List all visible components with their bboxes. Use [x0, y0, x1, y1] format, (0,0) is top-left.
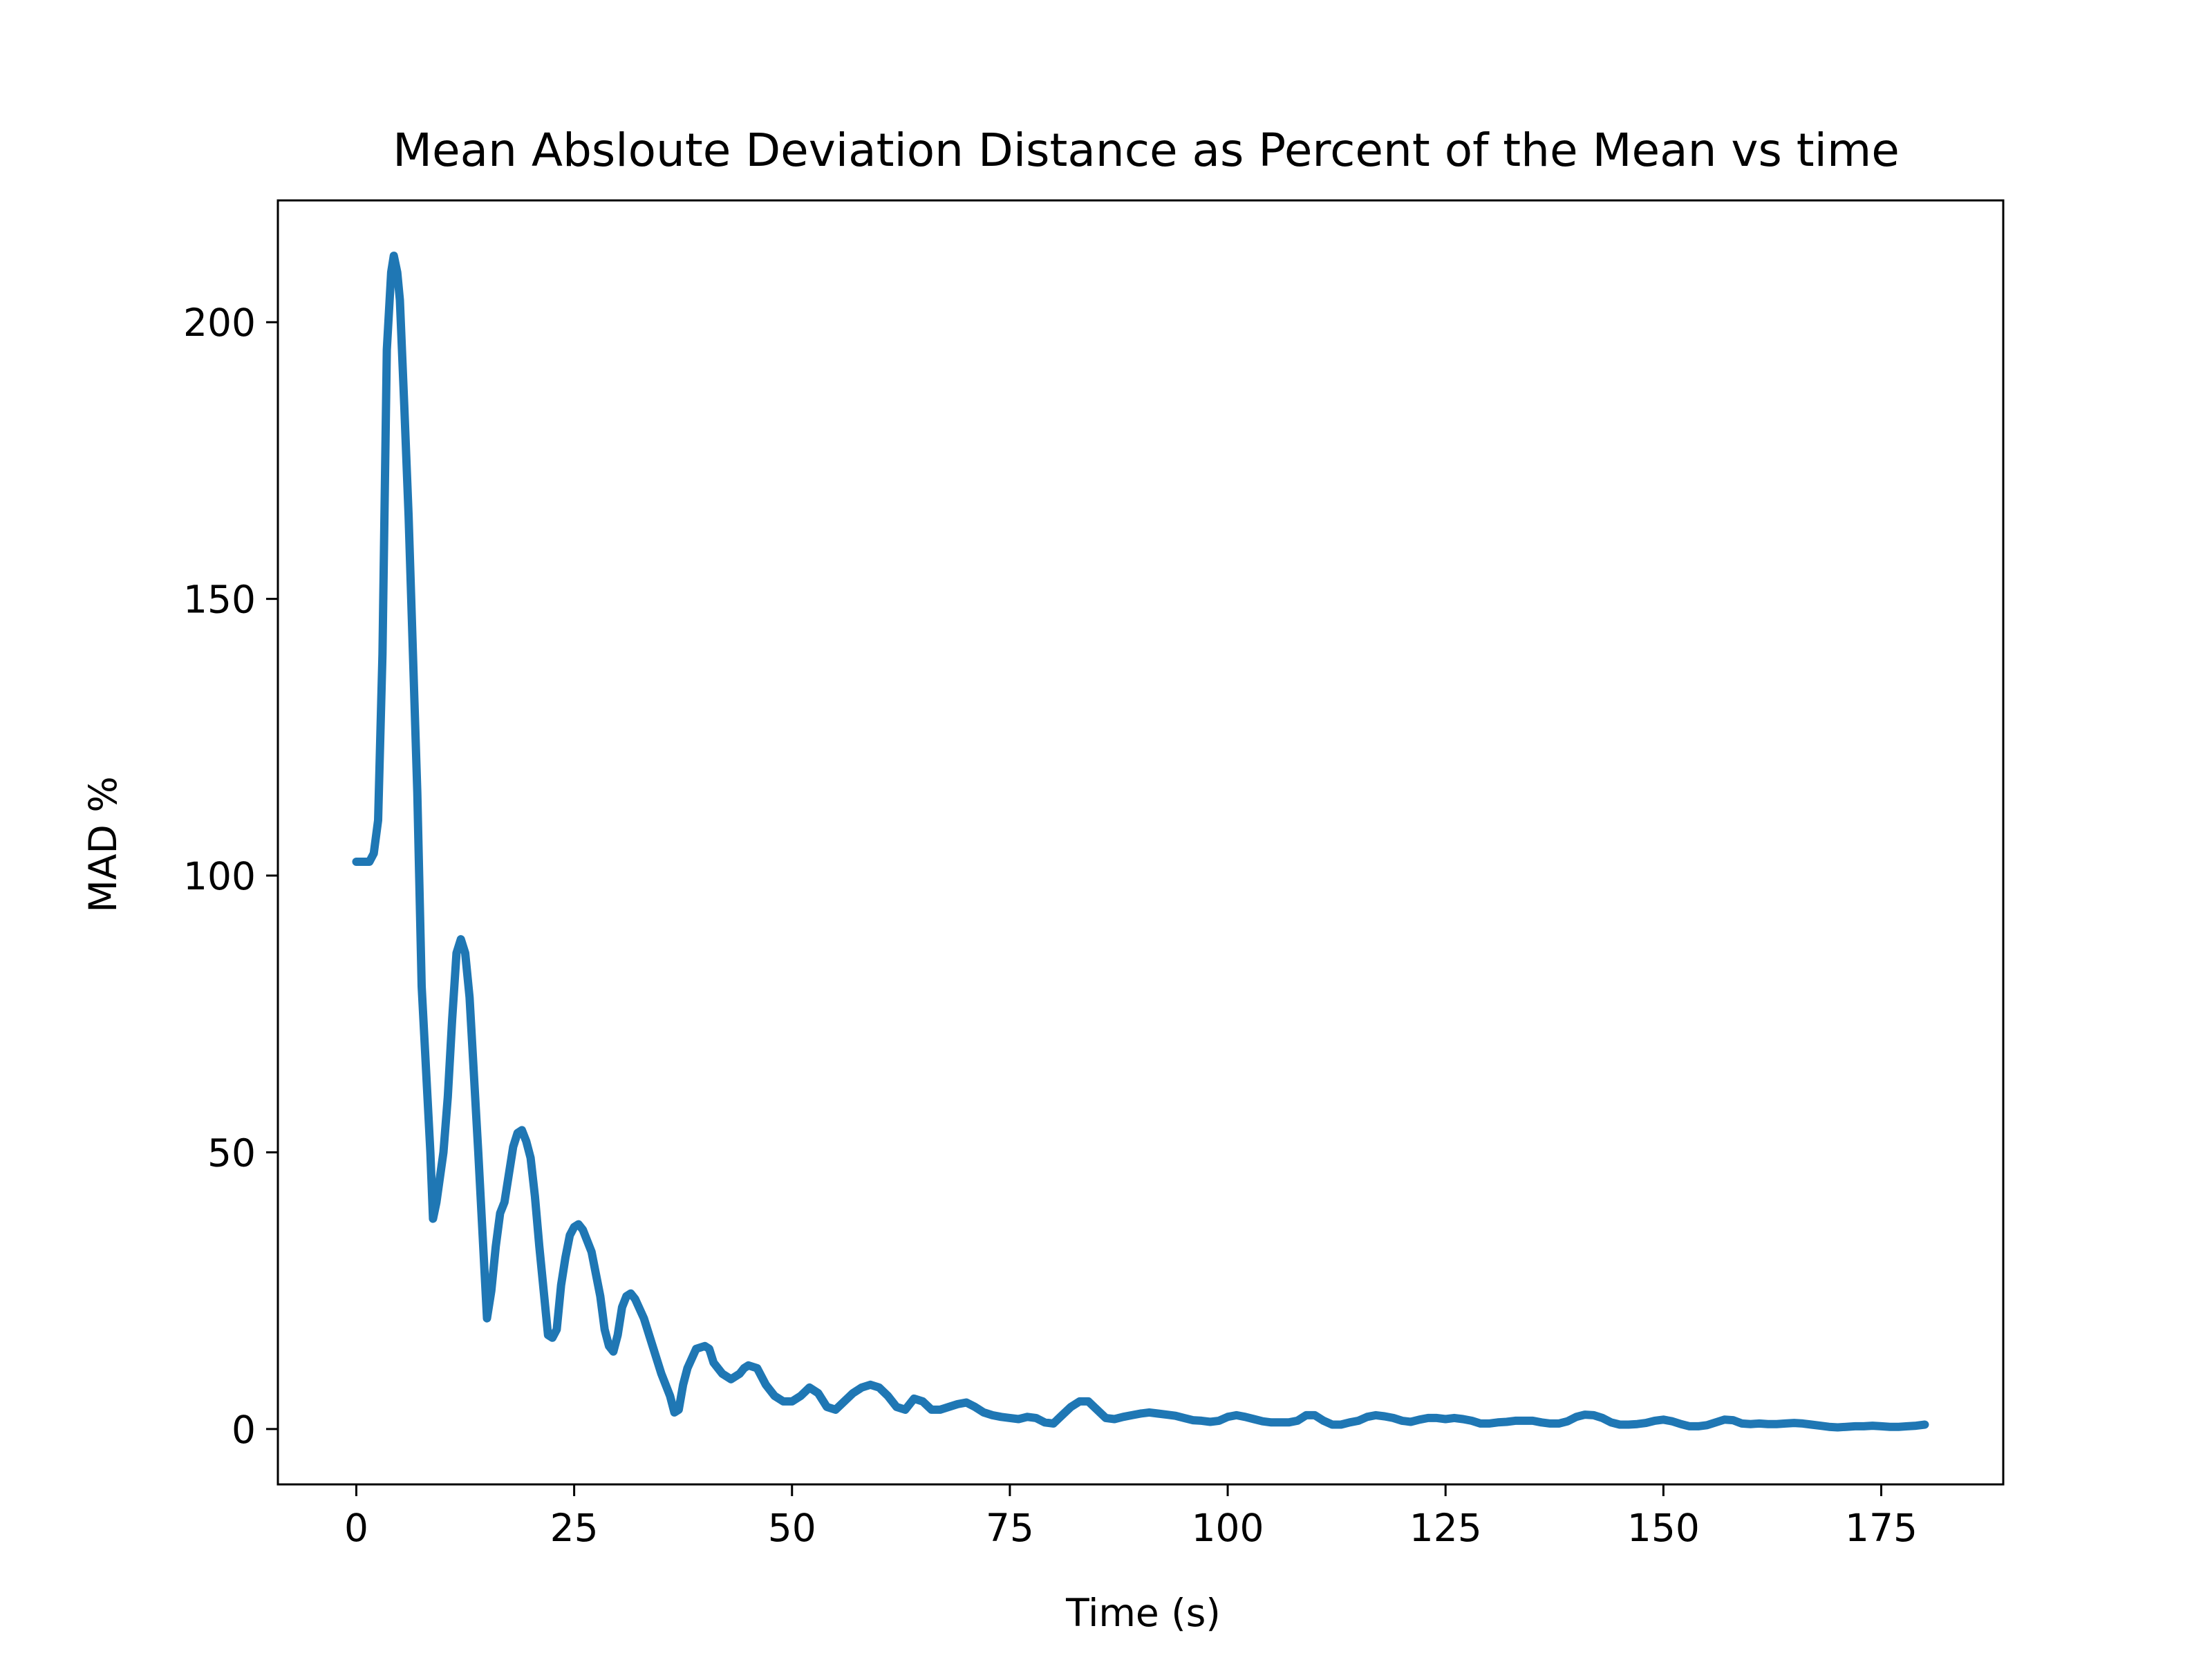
x-axis-ticks: 0 25 50 75 100 125 150 175: [344, 1484, 1918, 1550]
x-axis-label: Time (s): [1065, 1591, 1221, 1635]
plot-area: [352, 252, 1929, 1432]
x-tick-label: 175: [1845, 1506, 1918, 1550]
x-tick-label: 50: [768, 1506, 816, 1550]
y-tick-label: 0: [232, 1408, 256, 1452]
y-tick-label: 50: [207, 1131, 256, 1175]
y-axis-ticks: 0 50 100 150 200: [183, 301, 278, 1452]
x-tick-label: 100: [1192, 1506, 1264, 1550]
x-tick-label: 150: [1627, 1506, 1700, 1550]
y-axis-label: MAD %: [81, 776, 125, 912]
x-tick-label: 75: [986, 1506, 1034, 1550]
x-tick-label: 0: [344, 1506, 368, 1550]
y-tick-label: 200: [183, 301, 256, 345]
y-tick-label: 150: [183, 578, 256, 622]
axes-frame: [276, 199, 2005, 1486]
series-line-0: [352, 252, 1929, 1432]
y-tick-label: 100: [183, 854, 256, 898]
x-tick-label: 125: [1409, 1506, 1482, 1550]
chart-title: Mean Absloute Deviation Distance as Perc…: [393, 124, 1900, 177]
x-tick-label: 25: [550, 1506, 599, 1550]
